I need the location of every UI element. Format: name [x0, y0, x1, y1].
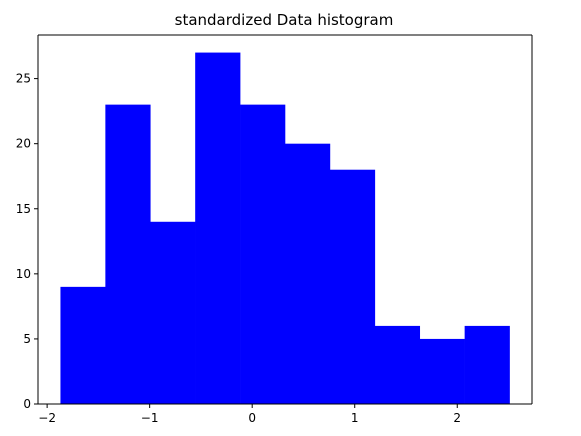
x-tick-label: 0: [248, 411, 256, 425]
histogram-bar: [240, 104, 286, 404]
y-tick-label: 0: [23, 397, 31, 411]
histogram-bar: [374, 325, 421, 404]
axes-frame: [37, 34, 533, 405]
histogram-bar: [419, 338, 465, 404]
x-tick-label: 1: [351, 411, 359, 425]
y-tick-label: 10: [16, 267, 31, 281]
histogram-bar: [60, 286, 106, 404]
chart-title: standardized Data histogram: [175, 11, 394, 29]
y-tick-label: 25: [16, 72, 31, 86]
histogram-bar: [195, 52, 241, 404]
histogram-bar: [150, 221, 196, 404]
y-tick-label: 5: [23, 332, 31, 346]
y-axis-ticks: 0 5 10 15 20 25: [16, 72, 38, 411]
x-tick-label: −2: [38, 411, 56, 425]
histogram-bar: [285, 143, 331, 404]
histogram-bar: [105, 104, 151, 404]
x-axis-ticks: −2 −1 0 1 2: [38, 404, 461, 425]
y-tick-label: 15: [16, 202, 31, 216]
x-tick-label: −1: [141, 411, 159, 425]
bars-layer: [60, 52, 510, 404]
histogram-bar: [464, 325, 510, 404]
x-tick-label: 2: [453, 411, 461, 425]
histogram-bar: [329, 169, 376, 404]
y-tick-label: 20: [16, 137, 31, 151]
